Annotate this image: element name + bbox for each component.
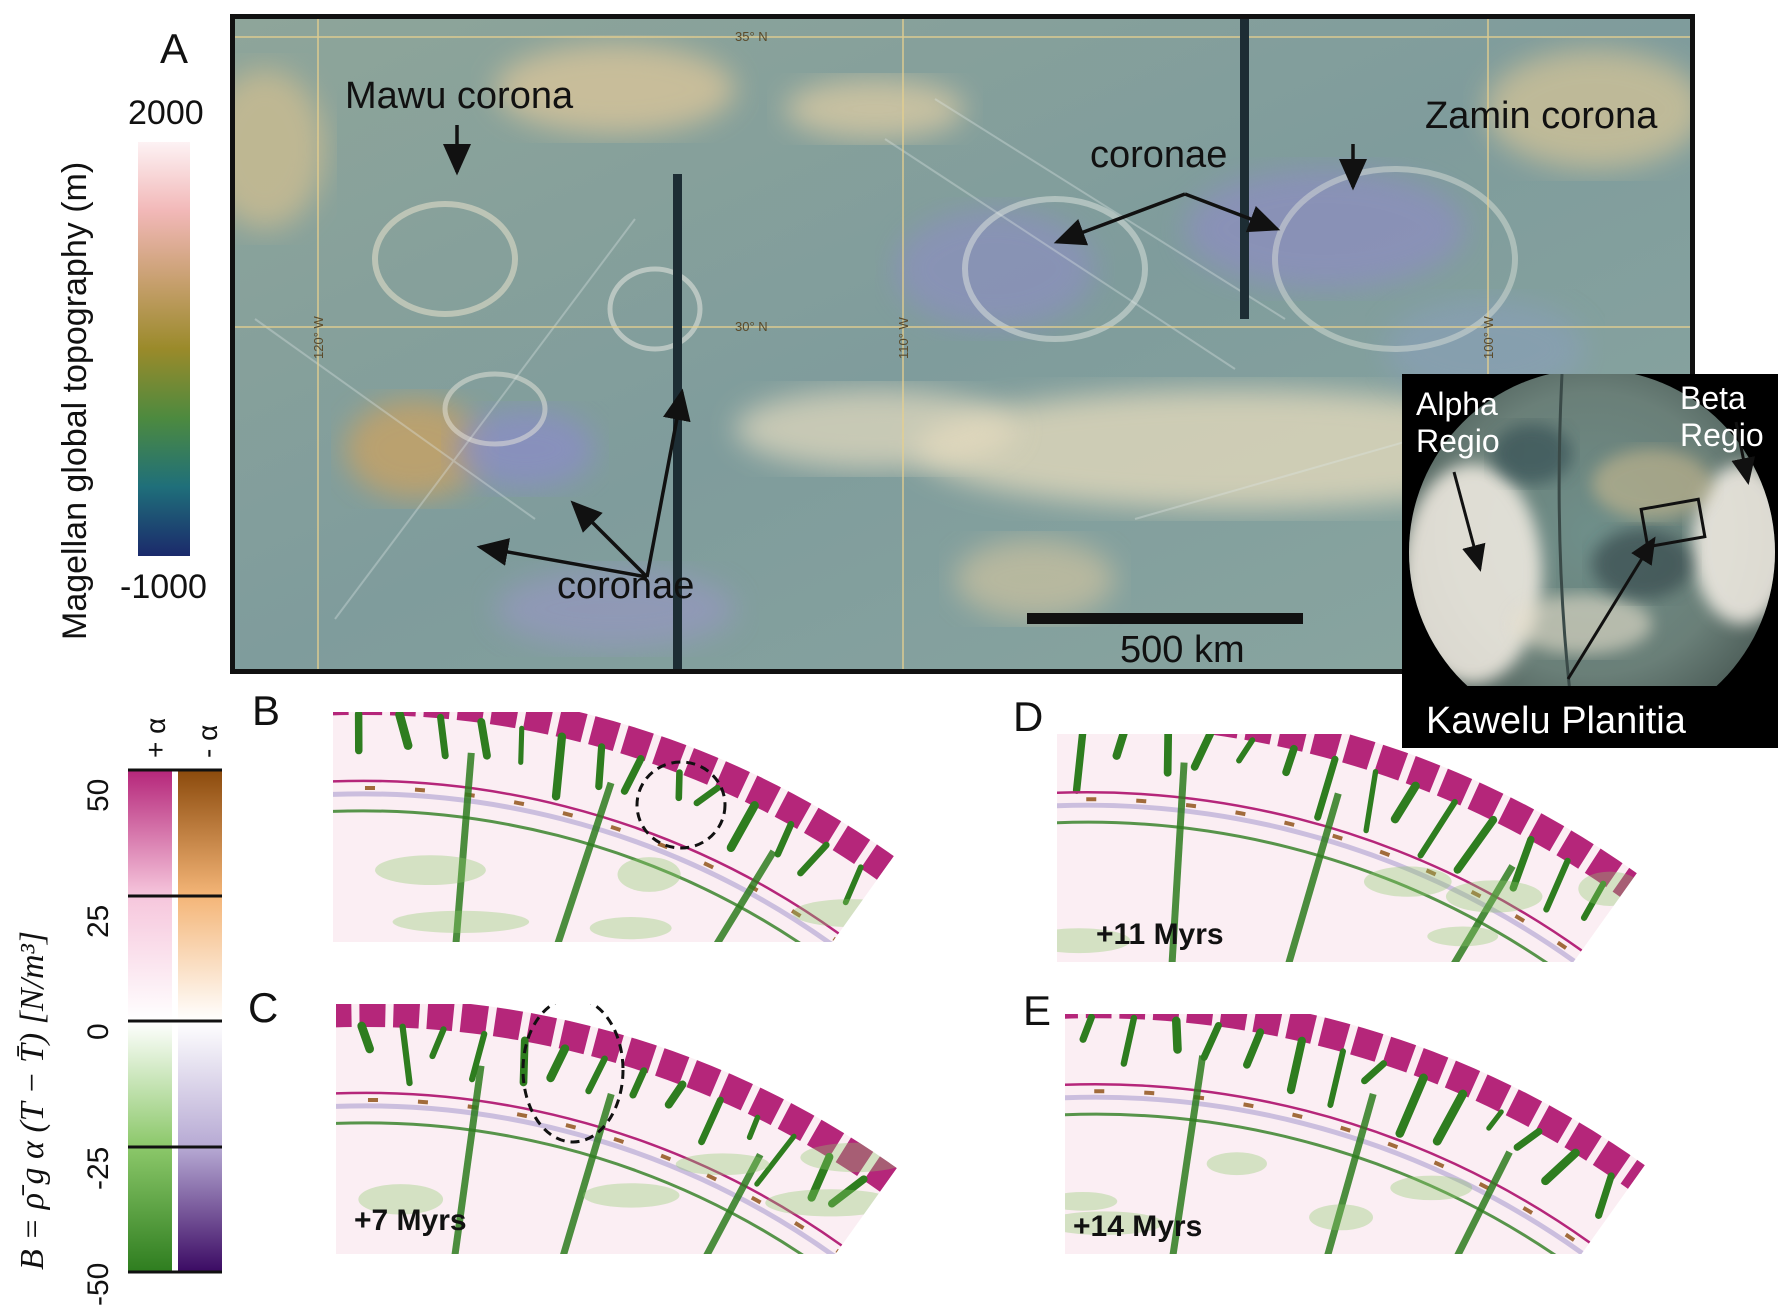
alpha-regio-label: Alpha Regio — [1416, 386, 1500, 459]
buoyancy-tick-25: 25 — [82, 904, 115, 938]
buoyancy-colorbar-ticks — [128, 768, 222, 1274]
panel-letter-a: A — [160, 25, 189, 72]
simulation-panel-c — [336, 1004, 897, 1254]
simulation-panel-b — [333, 712, 894, 942]
panel-letter-d: D — [1013, 693, 1044, 740]
kawelu-planitia-label: Kawelu Planitia — [1426, 700, 1686, 742]
study-area-box — [1639, 497, 1707, 549]
simulation-panel-d — [1057, 734, 1637, 962]
panel-letter-c: C — [248, 984, 279, 1031]
zamin-corona-label: Zamin corona — [1425, 95, 1658, 137]
venus-globe — [1402, 374, 1778, 748]
time-label-d: +11 Myrs — [1096, 918, 1224, 951]
minus-alpha-label: - α — [192, 724, 223, 758]
simulation-panel-e — [1065, 1014, 1645, 1254]
mawu-corona-label: Mawu corona — [345, 75, 574, 117]
buoyancy-tick-minus-50: -50 — [82, 1262, 115, 1306]
buoyancy-tick-minus-25: -25 — [82, 1146, 115, 1190]
topography-colorbar-label: Magellan global topography (m) — [56, 161, 94, 640]
lat-35-label: 35° N — [735, 29, 768, 44]
coronae-top-label: coronae — [1090, 134, 1228, 176]
topography-colorbar — [138, 142, 190, 556]
beta-regio-label: Beta Regio — [1680, 380, 1764, 453]
time-label-e: +14 Myrs — [1073, 1210, 1203, 1243]
time-label-c: +7 Myrs — [354, 1204, 467, 1237]
lat-30-label: 30° N — [735, 319, 768, 334]
scale-bar — [1027, 613, 1303, 624]
map-annotation-arrows — [443, 125, 1367, 624]
buoyancy-tick-0: 0 — [82, 1023, 115, 1040]
panel-letter-e: E — [1023, 987, 1052, 1034]
buoyancy-colorbar-label: B = ρ̄ g α (T − T̄) [N/m³] — [14, 930, 51, 1270]
plus-alpha-label: + α — [140, 717, 171, 758]
venus-globe-inset: Alpha Regio Beta Regio Kawelu Planitia — [1402, 374, 1778, 748]
topography-min-label: -1000 — [120, 568, 207, 606]
buoyancy-tick-50: 50 — [82, 778, 115, 812]
scale-bar-label: 500 km — [1120, 629, 1245, 671]
panel-letter-b: B — [252, 687, 281, 734]
topography-max-label: 2000 — [128, 94, 204, 132]
